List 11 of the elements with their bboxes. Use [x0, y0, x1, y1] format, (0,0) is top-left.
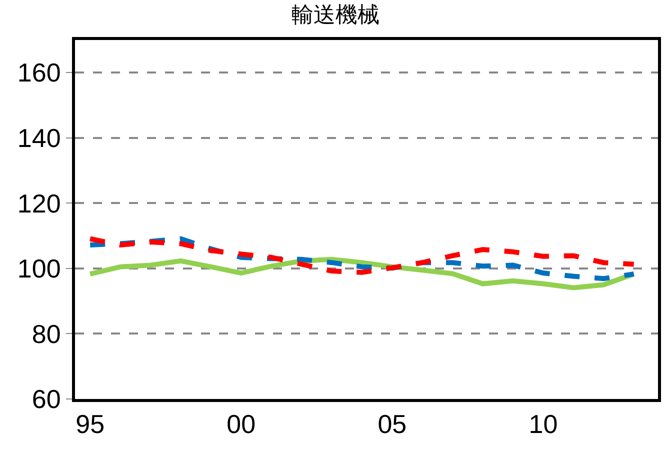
chart-title: 輸送機械: [292, 3, 380, 28]
x-tick-label: 05: [378, 409, 407, 440]
x-tick-label: 10: [528, 409, 558, 440]
y-tick-label: 80: [32, 318, 61, 349]
y-tick-label: 160: [17, 58, 61, 88]
y-tick-label: 140: [17, 123, 61, 154]
y-tick-label: 120: [17, 188, 61, 218]
y-tick-label: 100: [17, 254, 61, 284]
x-tick-label: 00: [226, 409, 256, 440]
y-tick-label: 60: [32, 384, 61, 414]
x-tick-label: 95: [76, 409, 105, 440]
